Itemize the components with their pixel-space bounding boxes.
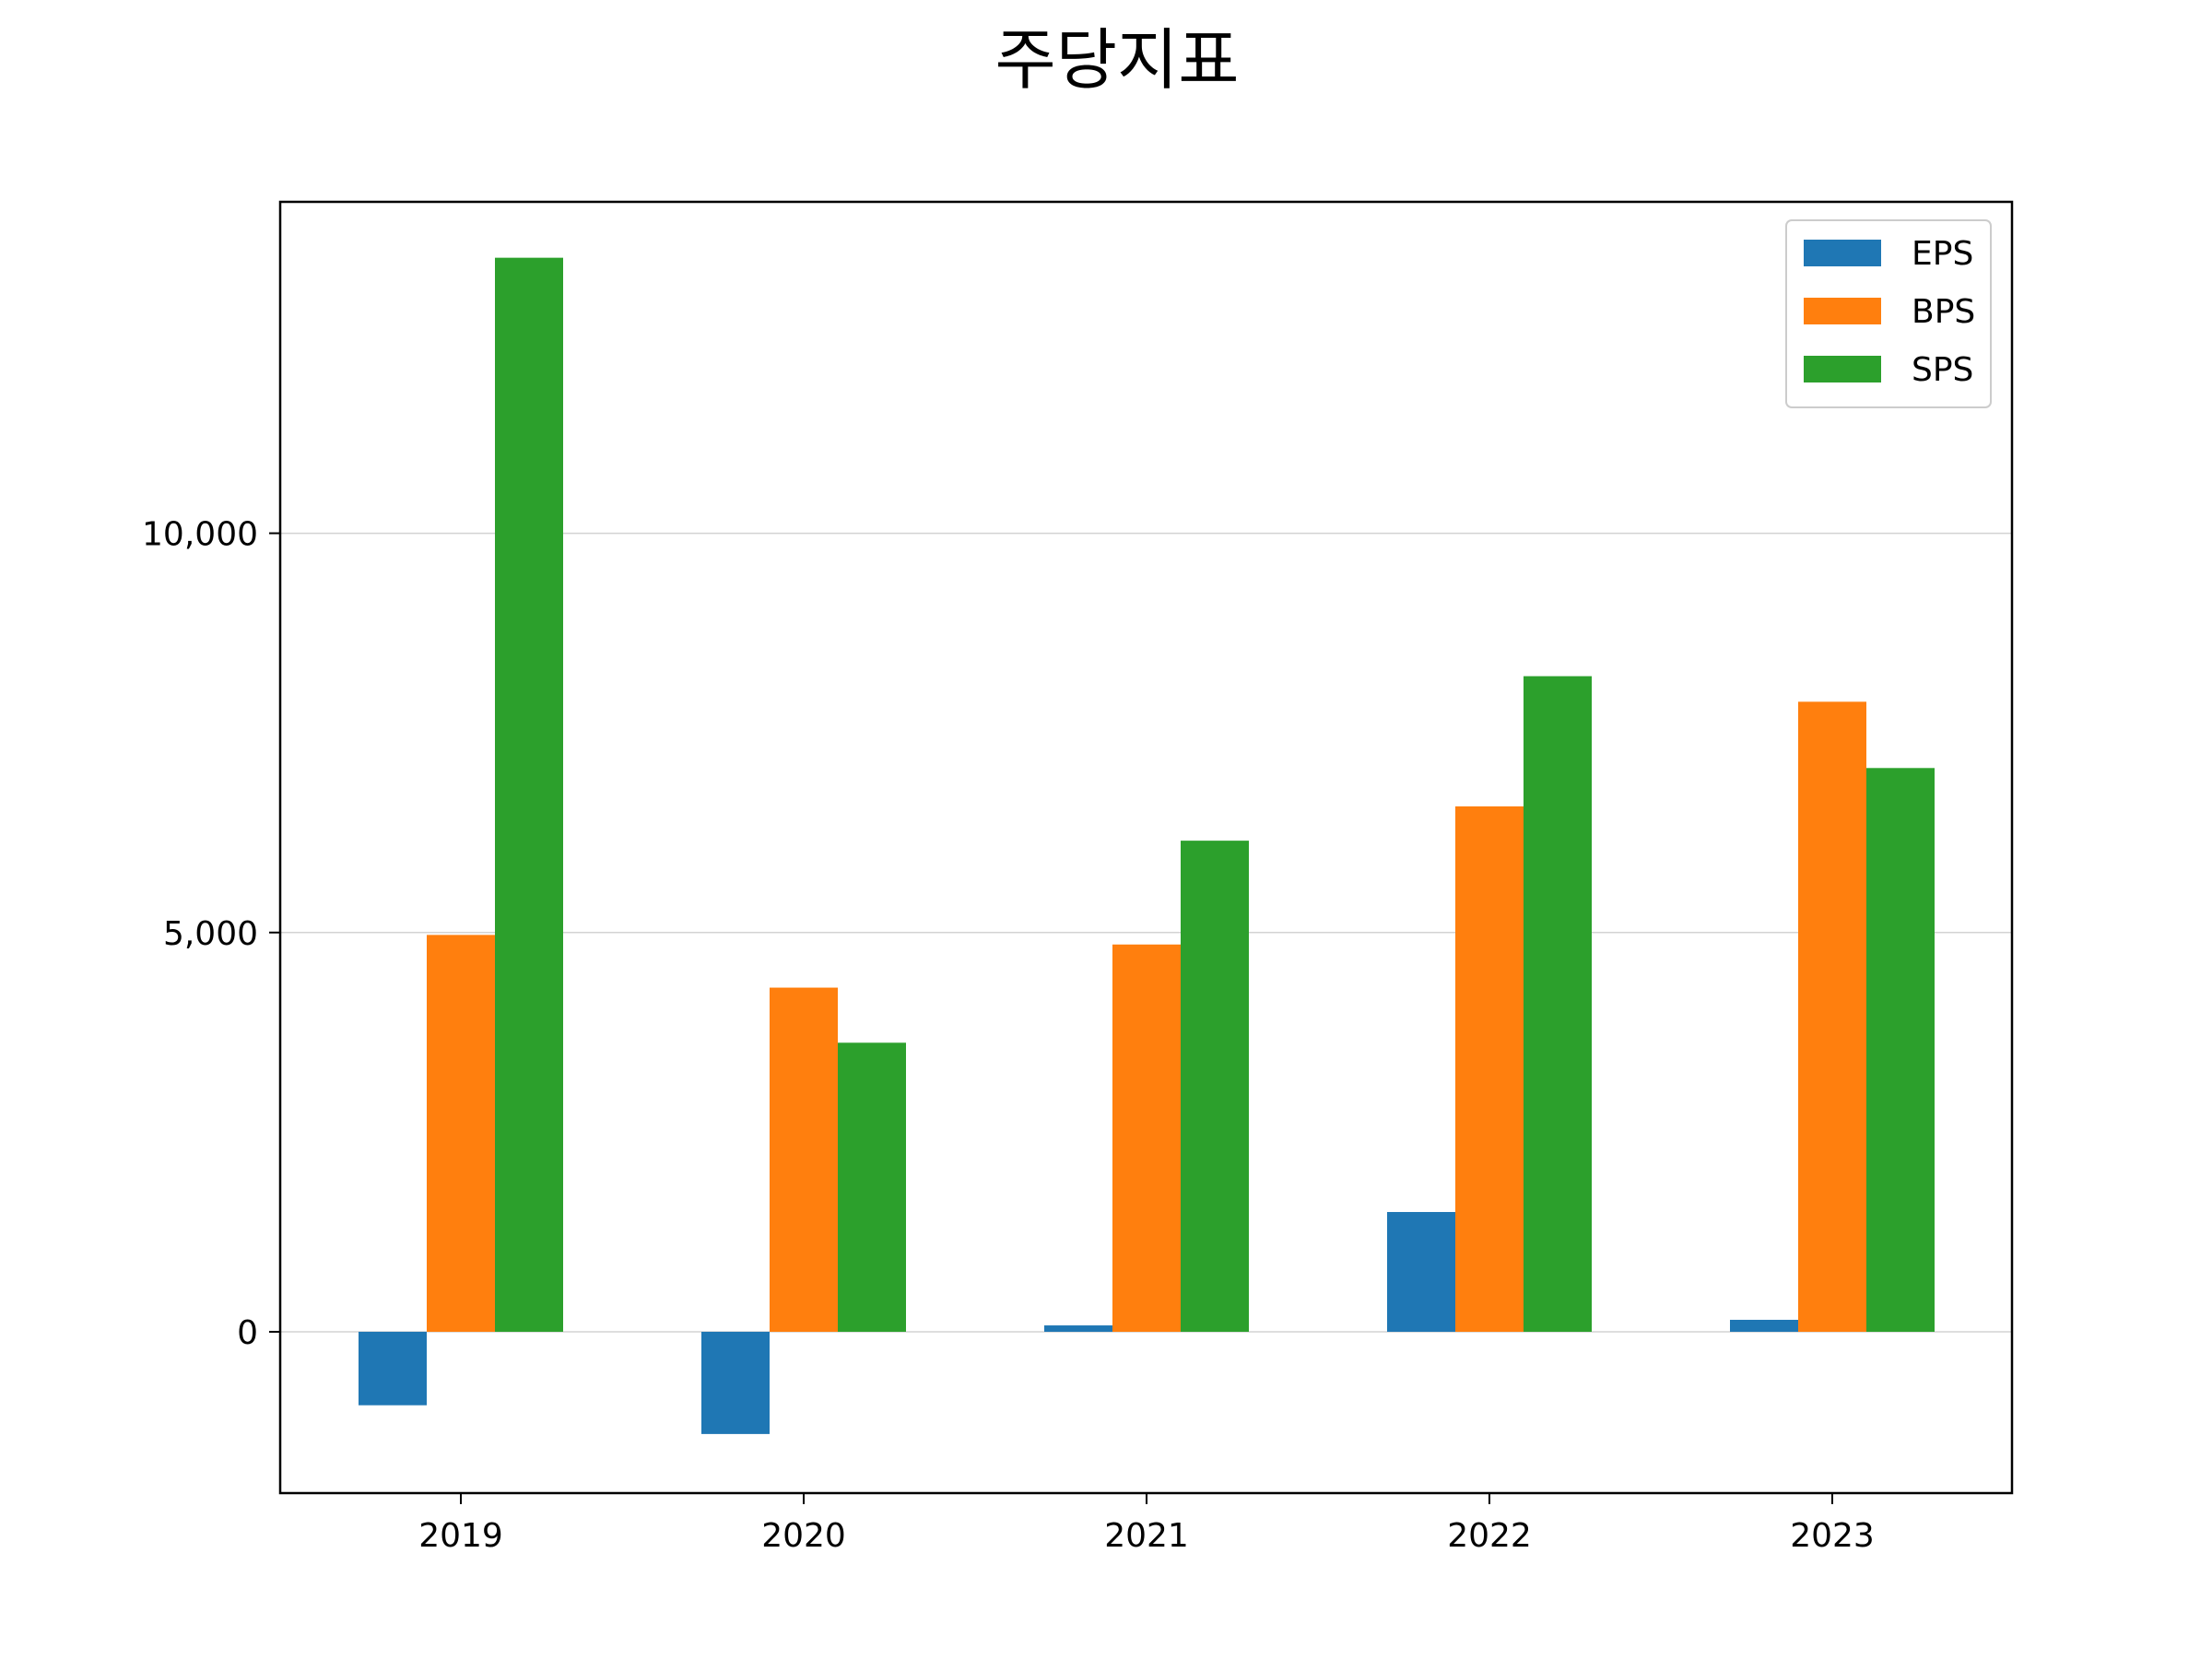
bar-bps-2023 <box>1798 701 1866 1332</box>
bar-sps-2022 <box>1524 676 1592 1332</box>
x-tick-label: 2022 <box>1447 1517 1532 1555</box>
y-tick-label: 10,000 <box>142 516 258 554</box>
y-tick-label: 0 <box>237 1314 258 1352</box>
bar-bps-2022 <box>1455 806 1524 1332</box>
legend-label-sps: SPS <box>1912 351 1973 389</box>
bars <box>359 257 1935 1434</box>
bar-sps-2020 <box>838 1042 906 1332</box>
bar-sps-2019 <box>495 257 563 1332</box>
bar-sps-2021 <box>1181 841 1249 1332</box>
x-tick-label: 2021 <box>1104 1517 1189 1555</box>
legend-swatch-bps <box>1804 298 1881 324</box>
bar-sps-2023 <box>1866 768 1935 1332</box>
bar-eps-2020 <box>701 1331 770 1434</box>
legend-label-eps: EPS <box>1912 235 1973 273</box>
bar-eps-2022 <box>1387 1212 1455 1332</box>
y-axis: 0 5,000 10,000 <box>142 516 280 1352</box>
x-axis: 2019 2020 2021 2022 2023 <box>418 1493 1875 1555</box>
bar-eps-2023 <box>1730 1319 1798 1332</box>
legend: EPS BPS SPS <box>1785 219 1992 408</box>
bar-eps-2021 <box>1044 1325 1112 1332</box>
legend-swatch-eps <box>1804 240 1881 266</box>
bar-bps-2019 <box>427 935 495 1332</box>
x-tick-label: 2023 <box>1790 1517 1875 1555</box>
bar-eps-2019 <box>359 1331 427 1406</box>
x-tick-label: 2019 <box>418 1517 503 1555</box>
bar-bps-2020 <box>770 987 838 1332</box>
y-tick-label: 5,000 <box>163 915 258 953</box>
legend-swatch-sps <box>1804 356 1881 382</box>
legend-label-bps: BPS <box>1912 293 1975 331</box>
x-tick-label: 2020 <box>761 1517 846 1555</box>
chart-title: 주당지표 <box>995 21 1240 99</box>
bar-bps-2021 <box>1112 944 1181 1332</box>
